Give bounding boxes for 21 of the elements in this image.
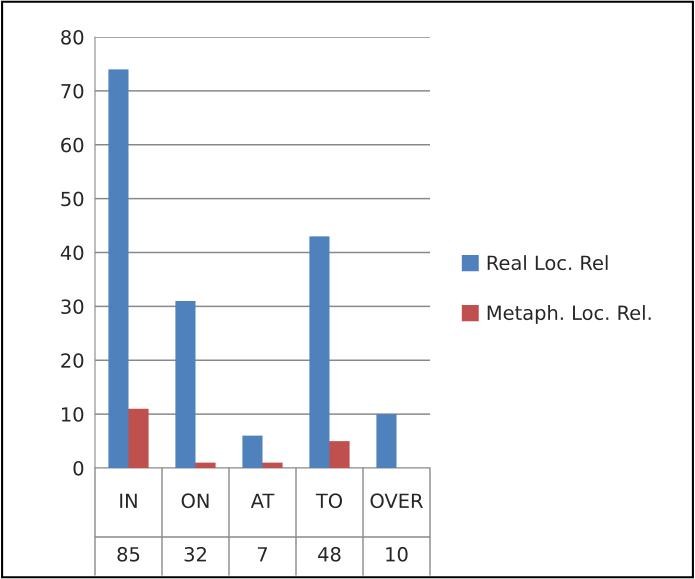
y-tick-label: 20 xyxy=(61,353,84,368)
legend-label: Metaph. Loc. Rel. xyxy=(488,305,651,324)
text: 7 xyxy=(258,547,268,562)
x-tick-label: TO xyxy=(316,493,342,508)
text: 32 xyxy=(184,546,206,562)
y-tick-label: 70 xyxy=(61,84,84,99)
text: 48 xyxy=(318,546,341,562)
y-tick-label: 80 xyxy=(61,30,84,45)
text: 10 xyxy=(386,546,408,562)
y-tick-label: 0 xyxy=(73,460,84,476)
x-tick-label: OVER xyxy=(370,493,423,508)
x-tick-label: IN xyxy=(120,494,137,508)
y-tick-label: 30 xyxy=(61,299,84,314)
y-tick-label: 10 xyxy=(62,407,84,422)
text: 85 xyxy=(117,546,140,562)
x-tick-label: ON xyxy=(182,493,209,508)
legend-label: Real Loc. Rel xyxy=(488,255,608,270)
y-tick-label: 40 xyxy=(60,245,84,260)
y-tick-label: 60 xyxy=(61,138,84,152)
y-tick-label: 50 xyxy=(61,192,84,206)
x-tick-label: AT xyxy=(250,494,274,508)
